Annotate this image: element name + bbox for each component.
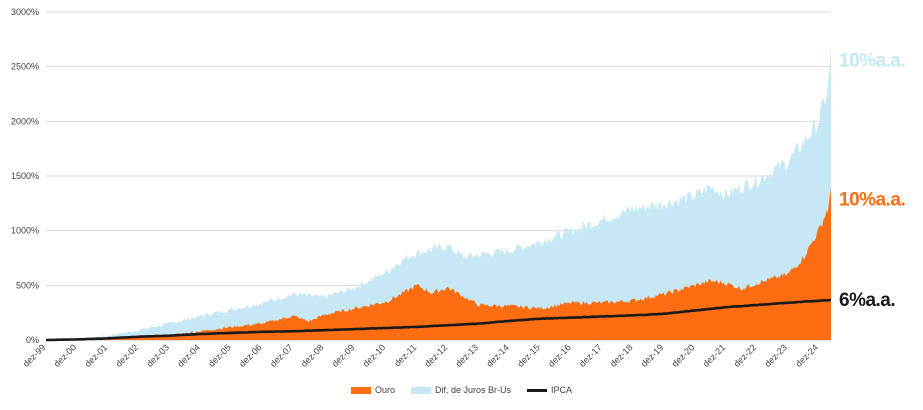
x-tick-label: dez-16	[546, 342, 573, 369]
end-label-ouro: 10%a.a.	[839, 189, 905, 210]
x-tick-label: dez-01	[83, 342, 110, 369]
y-axis-ticks: 0% 500% 1000% 1500% 2000% 2500% 3000%	[11, 7, 39, 345]
legend-item-dif-juros: Dif. de Juros Br-Us	[410, 385, 512, 395]
x-tick-label: dez-24	[794, 342, 821, 369]
legend: Ouro Dif. de Juros Br-Us IPCA	[0, 385, 923, 395]
legend-swatch-ipca	[527, 388, 548, 392]
legend-swatch-dif-juros	[410, 386, 431, 394]
x-tick-label: dez-08	[299, 342, 326, 369]
x-tick-label: dez-07	[268, 342, 295, 369]
x-tick-label: dez-03	[144, 342, 171, 369]
x-tick-label: dez-00	[52, 342, 79, 369]
series-areas	[46, 45, 831, 341]
y-tick-label: 500%	[16, 280, 39, 290]
area-dif-de-juros-br-us	[46, 45, 831, 341]
x-tick-label: dez-20	[670, 342, 697, 369]
end-labels: 10%a.a. 10%a.a. 6%a.a.	[839, 51, 906, 312]
legend-label-dif-juros: Dif. de Juros Br-Us	[434, 385, 512, 395]
x-tick-label: dez-17	[577, 342, 604, 369]
y-tick-label: 1000%	[11, 226, 39, 236]
x-tick-label: dez-10	[361, 342, 388, 369]
legend-item-ouro: Ouro	[350, 385, 395, 395]
end-label-ipca: 6%a.a.	[839, 290, 895, 311]
x-tick-label: dez-13	[454, 342, 481, 369]
legend-item-ipca: IPCA	[527, 385, 572, 395]
x-tick-label: dez-22	[732, 342, 759, 369]
y-tick-label: 0%	[26, 335, 39, 345]
line-ipca	[46, 298, 832, 342]
legend-label-ipca: IPCA	[551, 385, 573, 395]
x-tick-label: dez-11	[392, 342, 418, 368]
x-tick-label: dez-23	[763, 342, 790, 369]
area-ouro	[46, 187, 831, 340]
x-tick-label: dez-15	[515, 342, 542, 369]
x-tick-label: dez-19	[639, 342, 666, 369]
end-label-dif-de-juros-br-us: 10%a.a.	[839, 51, 905, 72]
y-tick-label: 2000%	[11, 116, 39, 126]
x-tick-label: dez-09	[330, 342, 357, 369]
x-tick-label: dez-14	[484, 342, 511, 369]
y-tick-label: 2500%	[11, 62, 39, 72]
legend-swatch-ouro	[350, 386, 371, 394]
y-tick-label: 3000%	[11, 7, 39, 17]
x-tick-label: dez-04	[175, 342, 202, 369]
x-tick-label: dez-06	[237, 342, 264, 369]
x-axis-ticks: dez-99 dez-00 dez-01 dez-02 dez-03 dez-04 dez-…	[21, 342, 820, 369]
series-lines	[46, 298, 832, 342]
gridlines	[46, 11, 831, 341]
legend-label-ouro: Ouro	[374, 385, 395, 395]
y-tick-label: 1500%	[11, 171, 39, 181]
x-tick-label: dez-99	[21, 342, 48, 369]
x-tick-label: dez-12	[423, 342, 450, 369]
x-tick-label: dez-21	[701, 342, 728, 369]
x-tick-label: dez-05	[206, 342, 233, 369]
x-tick-label: dez-18	[608, 342, 635, 369]
x-tick-label: dez-02	[114, 342, 141, 369]
